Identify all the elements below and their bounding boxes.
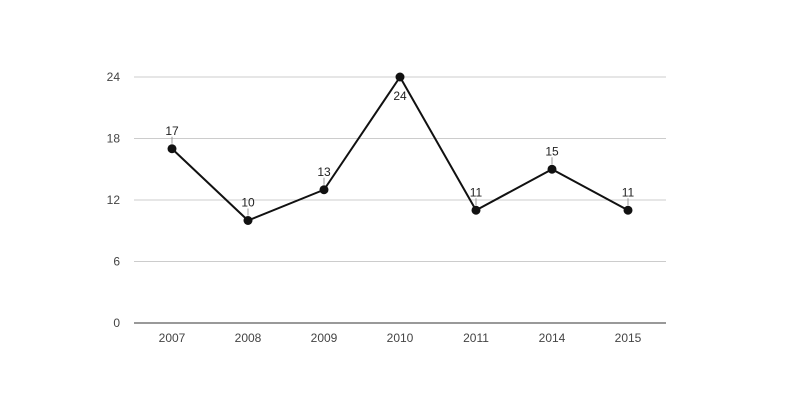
data-point-marker: [547, 164, 557, 174]
data-label: 13: [317, 165, 331, 179]
y-tick-label: 6: [113, 255, 120, 269]
y-axis-tick-labels: 0 6 12 18 24: [107, 70, 121, 330]
x-tick-label: 2010: [387, 331, 414, 345]
data-point-marker: [167, 144, 177, 154]
data-label: 11: [622, 185, 635, 199]
x-axis-tick-labels: 2007 2008 2009 2010 2011 2014 2015: [159, 331, 642, 345]
data-label: 15: [545, 144, 559, 158]
y-tick-label: 24: [107, 70, 121, 84]
x-tick-label: 2015: [615, 331, 642, 345]
data-label: 10: [241, 196, 255, 210]
y-tick-label: 18: [107, 132, 121, 146]
data-label: 17: [165, 124, 179, 138]
x-tick-label: 2008: [235, 331, 262, 345]
data-point-marker: [395, 72, 405, 82]
data-point-marker: [319, 185, 329, 195]
gridlines: [134, 76, 666, 262]
data-label: 11: [470, 185, 483, 199]
x-tick-label: 2009: [311, 331, 338, 345]
x-tick-label: 2007: [159, 331, 186, 345]
data-point-marker: [243, 216, 253, 225]
x-tick-label: 2011: [463, 331, 489, 345]
x-tick-label: 2014: [539, 331, 566, 345]
y-tick-label: 0: [113, 316, 120, 330]
series-markers: [167, 72, 633, 225]
y-tick-label: 12: [107, 193, 121, 207]
data-point-marker: [623, 205, 633, 215]
data-point-marker: [471, 205, 481, 215]
data-label: 24: [393, 89, 407, 103]
data-labels: 17 10 13 24 11 15 11: [165, 89, 635, 216]
